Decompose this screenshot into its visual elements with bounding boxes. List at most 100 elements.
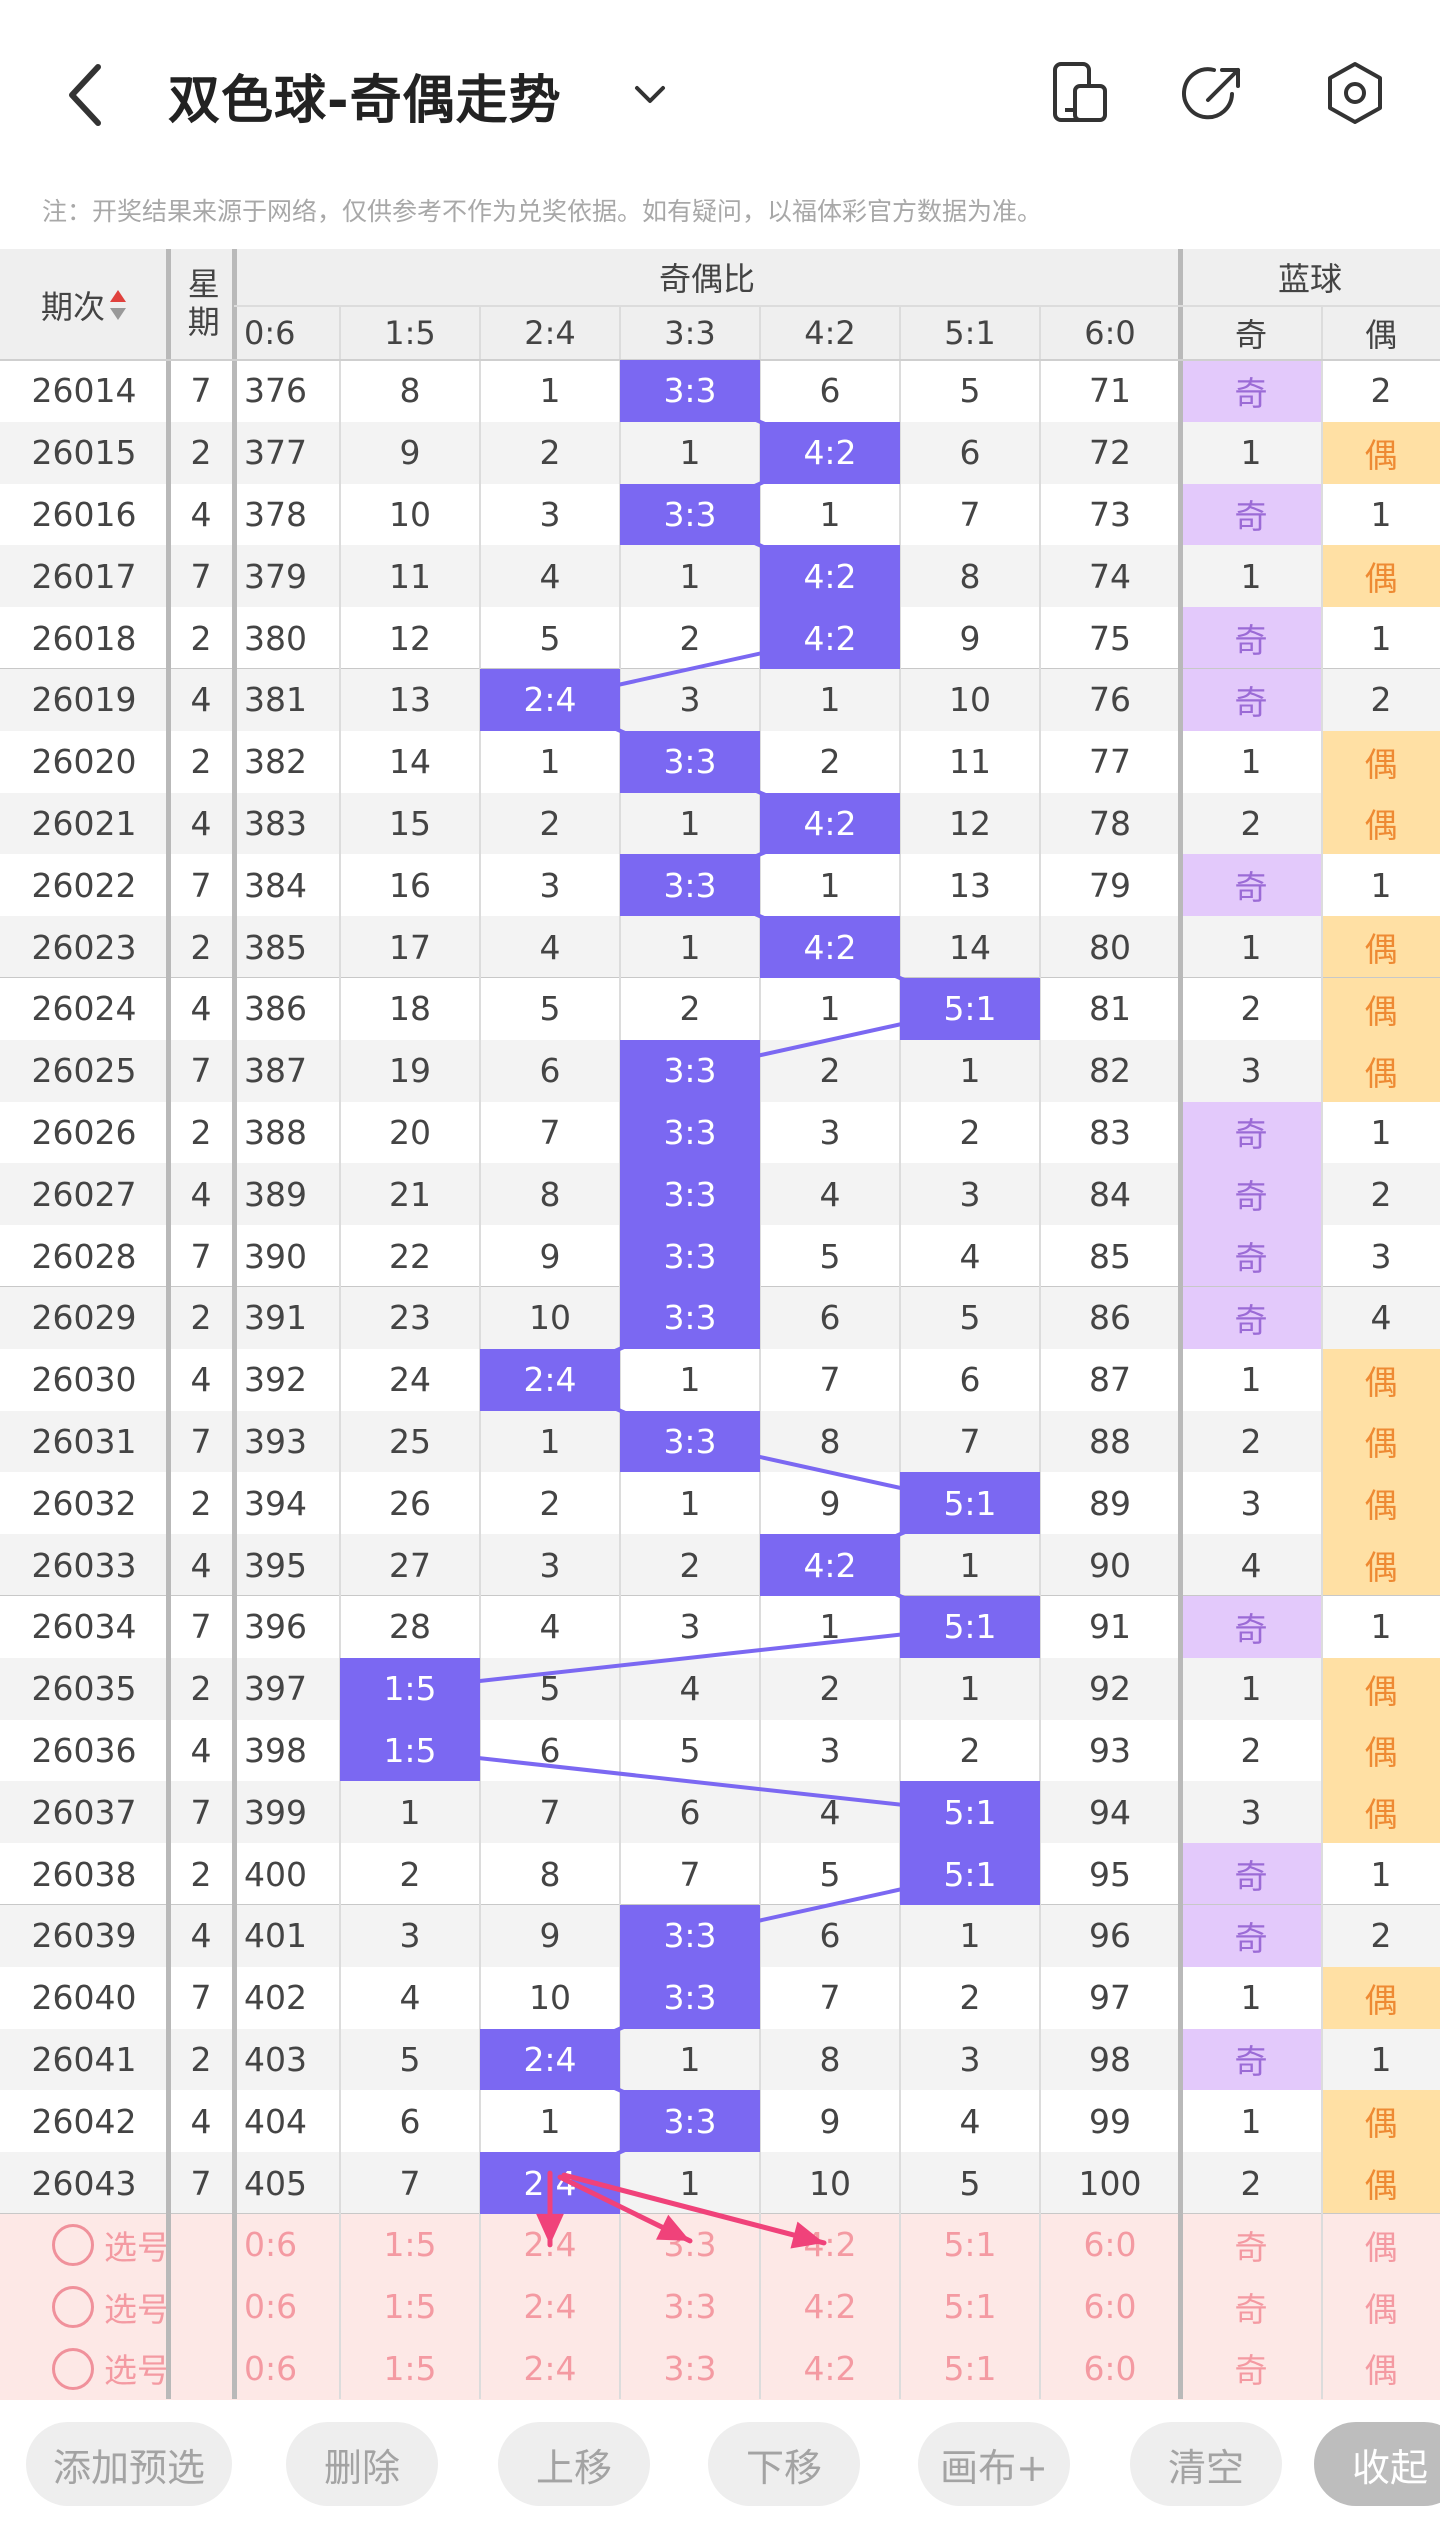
weekday-cell: 2 <box>190 1112 212 1152</box>
blue-odd-cell: 奇 <box>1180 1163 1322 1226</box>
blue-even-cell: 1 <box>1370 494 1392 534</box>
pick-ratio-cell[interactable]: 6:0 <box>1083 2225 1137 2265</box>
pick-ratio-cell[interactable]: 4:2 <box>803 2225 857 2265</box>
column-divider <box>232 249 237 2400</box>
ratio-hit-marker: 2:4 <box>480 2152 620 2214</box>
pick-label[interactable]: 选号 <box>104 2351 170 2391</box>
move-up-button[interactable]: 上移 <box>498 2422 650 2506</box>
ratio-miss-cell: 21 <box>389 1174 431 1214</box>
ratio-miss-cell: 403 <box>244 2039 307 2079</box>
pick-ratio-cell[interactable]: 5:1 <box>943 2225 997 2265</box>
pick-ratio-cell[interactable]: 5:1 <box>943 2348 997 2388</box>
pick-blue-odd[interactable]: 奇 <box>1234 2289 1268 2329</box>
ratio-miss-cell: 74 <box>1089 556 1131 596</box>
blue-odd-cell: 奇 <box>1180 669 1322 731</box>
pick-blue-odd[interactable]: 奇 <box>1234 2227 1268 2267</box>
sort-icon[interactable] <box>109 288 127 322</box>
ratio-miss-cell: 1 <box>959 1051 981 1091</box>
pick-label[interactable]: 选号 <box>104 2227 170 2267</box>
ratio-miss-cell: 23 <box>389 1298 431 1338</box>
ratio-miss-cell: 1 <box>679 1483 701 1523</box>
ratio-miss-cell: 91 <box>1089 1607 1131 1647</box>
ratio-hit-marker: 3:3 <box>620 483 760 546</box>
ratio-miss-cell: 76 <box>1089 680 1131 720</box>
blue-even-cell: 偶 <box>1322 1719 1440 1782</box>
clear-button[interactable]: 清空 <box>1130 2422 1282 2506</box>
ratio-miss-cell: 18 <box>389 989 431 1029</box>
table-row <box>0 1348 1440 1411</box>
pick-ratio-cell[interactable]: 4:2 <box>803 2348 857 2388</box>
ratio-miss-cell: 3 <box>959 1174 981 1214</box>
settings-icon[interactable] <box>1320 58 1390 128</box>
delete-button[interactable]: 删除 <box>286 2422 438 2506</box>
weekday-cell: 7 <box>190 1978 212 2018</box>
period-cell: 26032 <box>31 1483 137 1523</box>
ratio-miss-cell: 381 <box>244 680 307 720</box>
pick-ratio-cell[interactable]: 1:5 <box>383 2225 437 2265</box>
pick-ratio-cell[interactable]: 5:1 <box>943 2287 997 2327</box>
pick-ratio-cell[interactable]: 3:3 <box>663 2225 717 2265</box>
ratio-miss-cell: 4 <box>959 2101 981 2141</box>
blue-even-cell: 2 <box>1370 680 1392 720</box>
ratio-hit-marker: 5:1 <box>900 1781 1040 1844</box>
blue-odd-cell: 奇 <box>1180 1596 1322 1658</box>
ratio-miss-cell: 1 <box>819 1607 841 1647</box>
pick-ratio-cell[interactable]: 4:2 <box>803 2287 857 2327</box>
ratio-miss-cell: 1 <box>539 742 561 782</box>
pick-ratio-cell[interactable]: 3:3 <box>663 2287 717 2327</box>
ratio-hit-marker: 4:2 <box>760 916 900 978</box>
header-period[interactable]: 期次 <box>0 249 168 360</box>
pick-area <box>0 2214 1440 2406</box>
blue-odd-cell: 1 <box>1240 927 1262 967</box>
blue-even-cell: 偶 <box>1322 2152 1440 2214</box>
period-cell: 26039 <box>31 1916 137 1956</box>
chevron-down-icon[interactable] <box>625 70 675 120</box>
ratio-hit-marker: 4:2 <box>760 1534 900 1596</box>
ratio-miss-cell: 402 <box>244 1978 307 2018</box>
pick-ratio-cell[interactable]: 1:5 <box>383 2287 437 2327</box>
pick-ratio-cell[interactable]: 2:4 <box>523 2225 577 2265</box>
blue-odd-cell: 3 <box>1240 1051 1262 1091</box>
move-down-button[interactable]: 下移 <box>708 2422 860 2506</box>
select-radio[interactable] <box>52 2223 94 2266</box>
pick-ratio-cell[interactable]: 0:6 <box>244 2225 298 2265</box>
pick-ratio-cell[interactable]: 6:0 <box>1083 2287 1137 2327</box>
pick-ratio-cell[interactable]: 3:3 <box>663 2348 717 2388</box>
pick-ratio-cell[interactable]: 0:6 <box>244 2287 298 2327</box>
page-title[interactable]: 双色球-奇偶走势 <box>168 71 562 131</box>
ratio-miss-cell: 8 <box>819 1421 841 1461</box>
blue-odd-cell: 奇 <box>1180 1843 1322 1905</box>
canvas-plus-button[interactable]: 画布+ <box>918 2422 1070 2506</box>
pick-blue-even[interactable]: 偶 <box>1364 2289 1398 2329</box>
header-divider <box>234 305 1440 307</box>
ratio-miss-cell: 3 <box>539 494 561 534</box>
ratio-miss-cell: 8 <box>539 1174 561 1214</box>
pick-ratio-cell[interactable]: 6:0 <box>1083 2348 1137 2388</box>
collapse-button[interactable]: 收起 <box>1314 2422 1440 2506</box>
period-cell: 26014 <box>31 371 137 411</box>
ratio-miss-cell: 100 <box>1078 2163 1142 2203</box>
pick-ratio-cell[interactable]: 1:5 <box>383 2348 437 2388</box>
ratio-miss-cell: 7 <box>539 1112 561 1152</box>
ratio-miss-cell: 1 <box>959 1545 981 1585</box>
ratio-miss-cell: 88 <box>1089 1421 1131 1461</box>
select-radio[interactable] <box>52 2285 94 2328</box>
ratio-hit-marker: 5:1 <box>900 978 1040 1040</box>
share-icon[interactable] <box>1180 58 1250 128</box>
pick-blue-odd[interactable]: 奇 <box>1234 2351 1268 2391</box>
pick-blue-even[interactable]: 偶 <box>1364 2351 1398 2391</box>
pick-ratio-cell[interactable]: 2:4 <box>523 2287 577 2327</box>
ratio-miss-cell: 1 <box>819 989 841 1029</box>
phone-layout-icon[interactable] <box>1045 58 1115 128</box>
ratio-hit-marker: 4:2 <box>760 421 900 484</box>
pick-blue-even[interactable]: 偶 <box>1364 2227 1398 2267</box>
pick-label[interactable]: 选号 <box>104 2289 170 2329</box>
back-icon[interactable] <box>50 55 130 135</box>
pick-ratio-cell[interactable]: 2:4 <box>523 2348 577 2388</box>
ratio-hit-marker: 3:3 <box>620 1163 760 1226</box>
add-preselect-button[interactable]: 添加预选 <box>26 2422 232 2506</box>
pick-ratio-cell[interactable]: 0:6 <box>244 2348 298 2388</box>
header-blue-even: 偶 <box>1322 305 1440 360</box>
select-radio[interactable] <box>52 2347 94 2390</box>
ratio-miss-cell: 2 <box>959 1730 981 1770</box>
